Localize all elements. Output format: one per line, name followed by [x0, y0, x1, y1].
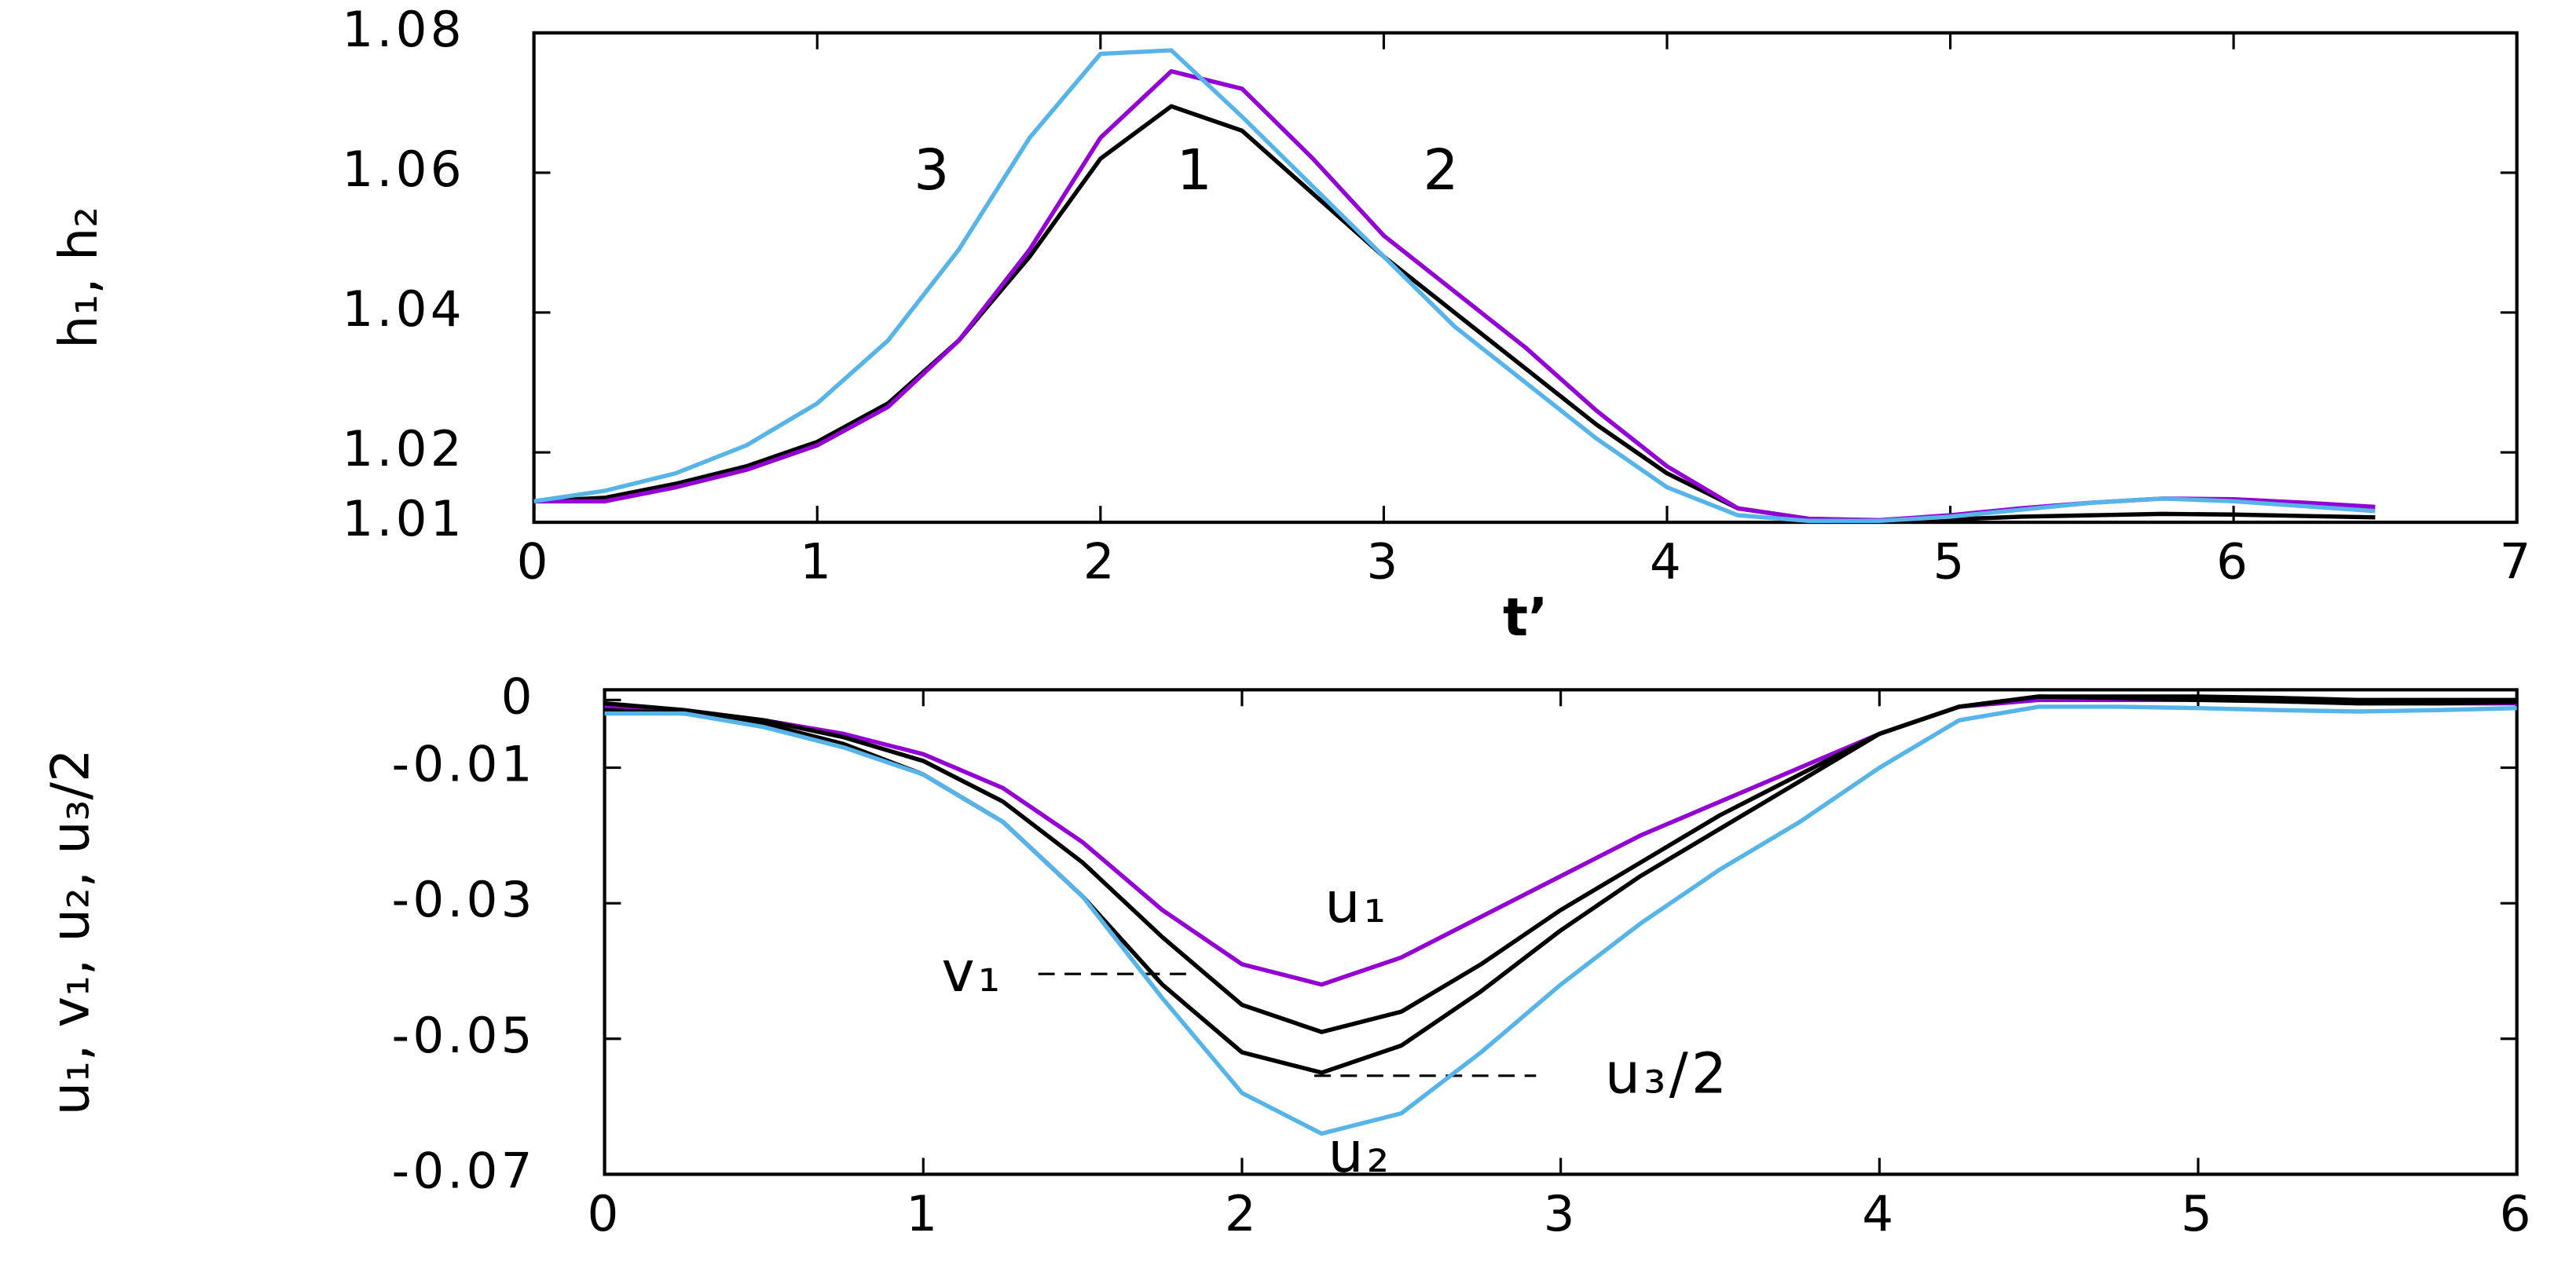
series-line: [533, 104, 2376, 523]
x-tick-label: 4: [1862, 1185, 1896, 1242]
y-axis-label: h₁, h₂: [48, 207, 109, 349]
series-label: u₂: [1328, 1120, 1393, 1185]
panel: 0 1 2 3 4 5 6 0 -0.01 -0.03 -0.05 -0.07 u₁, v₁, u₂, …: [40, 668, 2534, 1242]
x-axis-label: t’: [1503, 587, 1548, 648]
y-tick-label: -0.07: [392, 1142, 536, 1199]
x-tick-label: 5: [1933, 533, 1968, 591]
series-line: [604, 694, 2517, 1034]
x-tick-label: 6: [2500, 1185, 2534, 1242]
y-tick-label: 1.01: [342, 490, 464, 547]
x-tick-label: 2: [1083, 533, 1118, 591]
series-label: 2: [1423, 137, 1461, 203]
y-tick-label: 1.04: [342, 280, 464, 338]
x-tick-label: 6: [2216, 533, 2251, 591]
y-tick-label: 1.08: [342, 1, 464, 58]
y-tick-label: -0.05: [392, 1007, 536, 1064]
y-tick-label: 1.02: [342, 420, 464, 477]
x-tick-label: 1: [800, 533, 834, 591]
panel: 0 1 2 3 4 5 6 7 1.01 1.02 1.04 1.06 1.08 t’ h₁, h₂ 1 2 3: [48, 1, 2534, 648]
y-tick-label: -0.03: [392, 871, 536, 928]
series-label: u₃/2: [1605, 1041, 1730, 1106]
plot-frame: [603, 688, 2519, 1176]
plot-frame: [532, 31, 2519, 525]
y-tick-label: -0.01: [392, 736, 536, 793]
series-line: [604, 704, 2517, 1136]
series-label: u₁: [1325, 870, 1389, 935]
x-tick-label: 3: [1366, 533, 1401, 591]
x-tick-label: 2: [1225, 1185, 1259, 1242]
x-tick-label: 0: [517, 533, 551, 591]
x-tick-label: 1: [906, 1185, 940, 1242]
series-label: 3: [914, 137, 952, 203]
series-line: [533, 48, 2376, 523]
x-tick-label: 7: [2500, 533, 2534, 591]
series-label: 1: [1177, 137, 1215, 203]
y-tick-label: 1.06: [342, 141, 464, 198]
y-axis-label: u₁, v₁, u₂, u₃/2: [40, 748, 101, 1115]
series-line: [604, 697, 2517, 987]
y-tick-label: 0: [501, 668, 536, 725]
x-tick-label: 4: [1650, 533, 1684, 591]
x-tick-label: 0: [588, 1185, 622, 1242]
x-tick-label: 5: [2181, 1185, 2215, 1242]
x-tick-label: 3: [1544, 1185, 1578, 1242]
series-label: v₁: [942, 939, 1004, 1004]
